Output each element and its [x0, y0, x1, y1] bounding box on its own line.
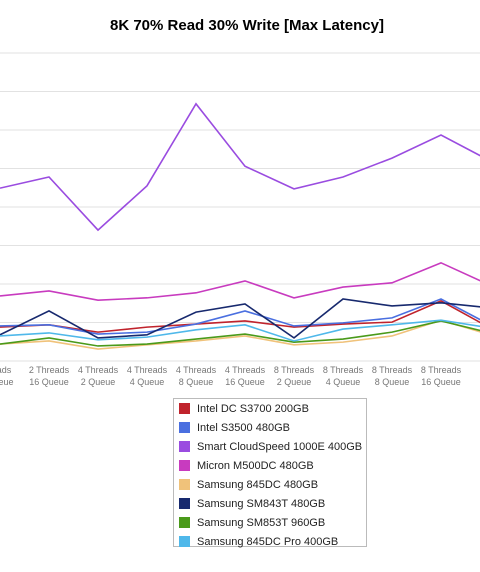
legend-label: Samsung SM853T 960GB	[197, 517, 325, 529]
x-tick-label: 8 Threads 16 Queue	[421, 365, 462, 387]
legend-swatch	[179, 422, 190, 433]
legend-label: Smart CloudSpeed 1000E 400GB	[197, 441, 362, 453]
series-line	[0, 261, 480, 301]
legend-label: Samsung 845DC 480GB	[197, 479, 318, 491]
legend-box	[173, 398, 367, 547]
legend-label: Intel S3500 480GB	[197, 422, 290, 434]
x-tick-label: 4 Threads 16 Queue	[225, 365, 266, 387]
legend-swatch	[179, 536, 190, 547]
x-tick-label: 4 Threads 2 Queue	[78, 365, 119, 387]
legend-swatch	[179, 498, 190, 509]
legend-label: Samsung SM843T 480GB	[197, 498, 325, 510]
x-tick-label: 8 Threads 4 Queue	[323, 365, 364, 387]
x-tick-label: 2 Threads 16 Queue	[29, 365, 70, 387]
series-line	[0, 319, 480, 342]
chart-title: 8K 70% Read 30% Write [Max Latency]	[110, 17, 384, 34]
legend-label: Micron M500DC 480GB	[197, 460, 314, 472]
x-tick-label: 8 Threads 8 Queue	[372, 365, 413, 387]
legend-swatch	[179, 460, 190, 471]
legend-swatch	[179, 479, 190, 490]
legend-swatch	[179, 441, 190, 452]
legend-swatch	[179, 517, 190, 528]
series-line	[0, 320, 480, 347]
series-line	[0, 102, 480, 232]
x-tick-label: 4 Threads 8 Queue	[176, 365, 217, 387]
x-tick-label: readsQueue	[0, 365, 14, 387]
series-line	[0, 298, 480, 339]
x-tick-label: 8 Threads 2 Queue	[274, 365, 315, 387]
legend-label: Samsung 845DC Pro 400GB	[197, 536, 338, 548]
legend-swatch	[179, 403, 190, 414]
series-line	[0, 298, 480, 335]
legend-label: Intel DC S3700 200GB	[197, 403, 309, 415]
series-line	[0, 319, 480, 350]
x-tick-label: 4 Threads 4 Queue	[127, 365, 168, 387]
